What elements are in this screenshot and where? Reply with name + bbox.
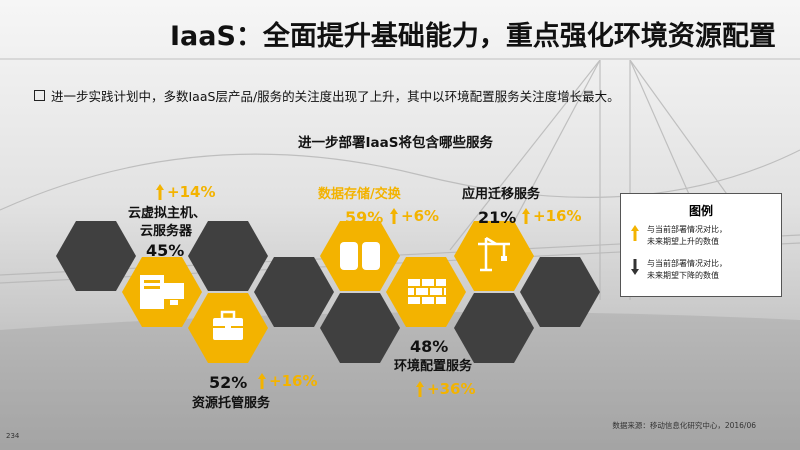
legend-up-text-2: 未来期望上升的数值 <box>647 237 719 246</box>
change-value: +36% <box>427 380 476 398</box>
service-label: 云虚拟主机、 <box>128 206 207 221</box>
service-label: 应用迁移服务 <box>462 187 541 202</box>
change-indicator: +36% <box>416 380 475 398</box>
up-arrow-icon <box>416 381 424 397</box>
up-arrow-icon <box>390 208 398 224</box>
service-label: 云服务器 <box>140 224 193 239</box>
dark-hexagon <box>254 257 334 327</box>
server-icon <box>140 275 184 309</box>
legend-down-text-2: 未来期望下降的数值 <box>647 271 719 280</box>
brick-wall-icon <box>408 279 446 304</box>
service-percent: 48% <box>410 337 449 356</box>
crane-icon <box>478 236 510 272</box>
yellow-hexagon <box>454 221 534 291</box>
page-number: 234 <box>6 432 20 440</box>
data-source: 数据来源：移动信息化研究中心，2016/06 <box>612 421 756 430</box>
dark-hexagon <box>188 221 268 291</box>
up-arrow-icon <box>631 225 639 241</box>
title-divider <box>0 58 800 60</box>
briefcase-icon <box>213 310 243 340</box>
intro-label: 进一步实践计划中，多数IaaS层产品/服务的关注度出现了上升，其中以环境配置服务… <box>51 89 620 104</box>
legend-up-text-1: 与当前部署情况对比， <box>647 225 727 234</box>
service-percent: 52% <box>209 373 248 392</box>
dark-hexagon <box>56 221 136 291</box>
database-icon <box>340 242 380 270</box>
change-indicator: +6% <box>390 207 439 225</box>
change-indicator: +14% <box>156 183 215 201</box>
legend-down-text-1: 与当前部署情况对比， <box>647 259 727 268</box>
service-percent: 45% <box>146 241 185 260</box>
change-value: +6% <box>401 207 440 225</box>
square-bullet-icon <box>34 90 45 101</box>
change-value: +16% <box>269 372 318 390</box>
change-indicator: +16% <box>258 372 317 390</box>
service-label: 资源托管服务 <box>192 396 271 411</box>
dark-hexagon <box>520 257 600 327</box>
yellow-hexagon <box>320 221 400 291</box>
change-value: +16% <box>533 207 582 225</box>
service-percent: 21% <box>478 208 517 227</box>
legend-title: 图例 <box>688 204 713 218</box>
legend-row-up: 与当前部署情况对比， 未来期望上升的数值 <box>631 224 727 248</box>
legend: 图例 与当前部署情况对比， 未来期望上升的数值 与当前部署情况对比， 未来期望下… <box>620 193 782 297</box>
dark-hexagon <box>320 293 400 363</box>
up-arrow-icon <box>258 373 266 389</box>
up-arrow-icon <box>522 208 530 224</box>
section-title: 进一步部署IaaS将包含哪些服务 <box>298 135 493 151</box>
dark-hexagon <box>454 293 534 363</box>
intro-text: 进一步实践计划中，多数IaaS层产品/服务的关注度出现了上升，其中以环境配置服务… <box>34 86 620 105</box>
up-arrow-icon <box>156 184 164 200</box>
service-percent: 59% <box>345 208 384 227</box>
change-value: +14% <box>167 183 216 201</box>
down-arrow-icon <box>631 259 639 275</box>
change-indicator: +16% <box>522 207 581 225</box>
legend-row-down: 与当前部署情况对比， 未来期望下降的数值 <box>631 258 727 282</box>
service-label: 数据存储/交换 <box>318 187 401 202</box>
service-label: 环境配置服务 <box>394 359 473 374</box>
page-title: IaaS：全面提升基础能力，重点强化环境资源配置 <box>170 21 776 52</box>
